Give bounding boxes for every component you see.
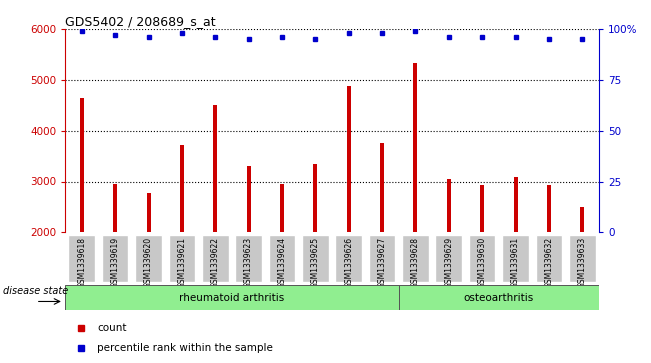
Bar xyxy=(65,285,398,310)
FancyBboxPatch shape xyxy=(469,236,495,282)
Bar xyxy=(514,178,518,232)
Bar xyxy=(313,164,317,232)
Text: GSM1339621: GSM1339621 xyxy=(177,237,186,287)
Bar xyxy=(380,143,384,232)
Text: GSM1339631: GSM1339631 xyxy=(511,237,520,287)
FancyBboxPatch shape xyxy=(335,236,362,282)
Text: GSM1339624: GSM1339624 xyxy=(277,237,286,287)
FancyBboxPatch shape xyxy=(368,236,395,282)
Text: percentile rank within the sample: percentile rank within the sample xyxy=(97,343,273,354)
FancyBboxPatch shape xyxy=(536,236,562,282)
Bar xyxy=(580,207,584,232)
Text: GDS5402 / 208689_s_at: GDS5402 / 208689_s_at xyxy=(65,15,215,28)
Text: GSM1339632: GSM1339632 xyxy=(544,237,553,287)
Text: GSM1339627: GSM1339627 xyxy=(378,237,387,287)
FancyBboxPatch shape xyxy=(135,236,162,282)
Bar xyxy=(214,105,217,232)
Text: GSM1339629: GSM1339629 xyxy=(444,237,453,287)
Bar xyxy=(347,86,351,232)
FancyBboxPatch shape xyxy=(502,236,529,282)
Bar xyxy=(113,184,117,232)
FancyBboxPatch shape xyxy=(269,236,296,282)
Text: GSM1339630: GSM1339630 xyxy=(478,237,487,288)
FancyBboxPatch shape xyxy=(235,236,262,282)
FancyBboxPatch shape xyxy=(202,236,229,282)
Text: osteoarthritis: osteoarthritis xyxy=(464,293,534,303)
FancyBboxPatch shape xyxy=(169,236,195,282)
FancyBboxPatch shape xyxy=(68,236,95,282)
Text: rheumatoid arthritis: rheumatoid arthritis xyxy=(179,293,284,303)
Text: GSM1339625: GSM1339625 xyxy=(311,237,320,287)
Text: GSM1339618: GSM1339618 xyxy=(77,237,87,287)
Text: GSM1339620: GSM1339620 xyxy=(144,237,153,287)
Text: GSM1339619: GSM1339619 xyxy=(111,237,120,287)
FancyBboxPatch shape xyxy=(102,236,128,282)
Text: disease state: disease state xyxy=(3,286,68,296)
FancyBboxPatch shape xyxy=(302,236,329,282)
Bar xyxy=(447,179,450,232)
FancyBboxPatch shape xyxy=(569,236,596,282)
Text: GSM1339633: GSM1339633 xyxy=(577,237,587,288)
FancyBboxPatch shape xyxy=(402,236,429,282)
Text: GSM1339626: GSM1339626 xyxy=(344,237,353,287)
Bar xyxy=(398,285,599,310)
Bar xyxy=(413,63,417,232)
Bar xyxy=(247,166,251,232)
Bar xyxy=(80,98,84,232)
Bar xyxy=(280,184,284,232)
Text: GSM1339623: GSM1339623 xyxy=(244,237,253,287)
Bar xyxy=(547,185,551,232)
Bar xyxy=(480,185,484,232)
Bar xyxy=(146,193,150,232)
FancyBboxPatch shape xyxy=(436,236,462,282)
Text: GSM1339628: GSM1339628 xyxy=(411,237,420,287)
Text: count: count xyxy=(97,323,127,333)
Bar xyxy=(180,145,184,232)
Text: GSM1339622: GSM1339622 xyxy=(211,237,220,287)
